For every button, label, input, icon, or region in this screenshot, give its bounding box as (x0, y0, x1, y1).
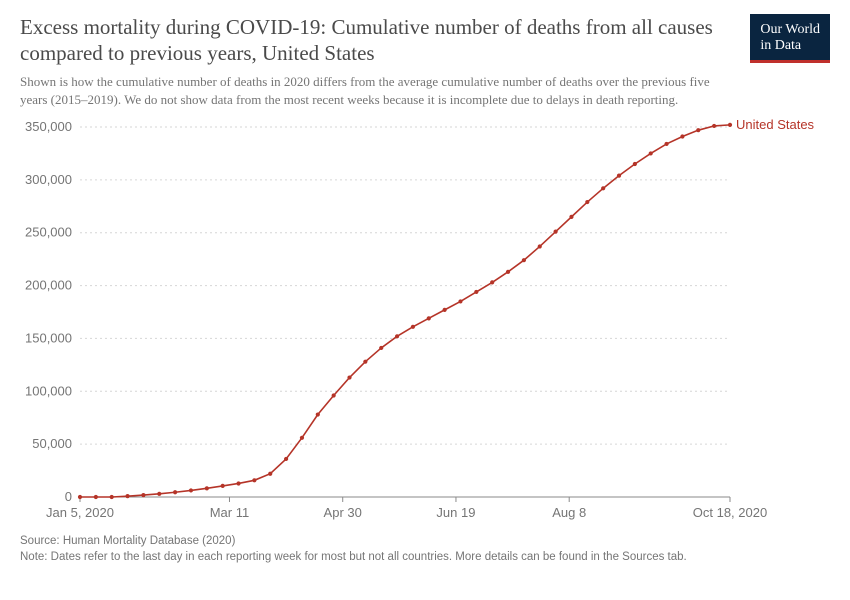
data-point (506, 270, 510, 274)
data-point (125, 494, 129, 498)
data-point (490, 280, 494, 284)
data-point (332, 393, 336, 397)
data-point (696, 128, 700, 132)
data-point (680, 134, 684, 138)
data-point (78, 495, 82, 499)
chart-svg: 0 50,000 100,000 150,000 200,000 250,000 300,0… (20, 117, 830, 527)
series-line-united-states (80, 125, 730, 497)
data-point (538, 244, 542, 248)
data-point (141, 493, 145, 497)
data-point (94, 495, 98, 499)
y-tick-label: 0 (65, 489, 72, 504)
data-point (633, 162, 637, 166)
data-point (474, 290, 478, 294)
data-point (569, 215, 573, 219)
y-tick-label: 150,000 (25, 330, 72, 345)
owid-logo: Our World in Data (750, 14, 830, 63)
data-point (363, 359, 367, 363)
y-tick-label: 250,000 (25, 225, 72, 240)
y-tick-label: 100,000 (25, 383, 72, 398)
y-tick-label: 50,000 (32, 436, 72, 451)
data-point (268, 472, 272, 476)
data-point (236, 481, 240, 485)
data-point (522, 258, 526, 262)
chart-container: Excess mortality during COVID-19: Cumula… (0, 0, 850, 600)
data-point (554, 229, 558, 233)
data-point (379, 346, 383, 350)
data-point (712, 124, 716, 128)
x-tick-label: Jun 19 (436, 505, 475, 520)
chart-area: 0 50,000 100,000 150,000 200,000 250,000 300,0… (20, 117, 830, 527)
chart-footer: Source: Human Mortality Database (2020) … (20, 533, 830, 565)
data-point (617, 173, 621, 177)
data-point (649, 151, 653, 155)
x-tick-label: Apr 30 (324, 505, 362, 520)
data-point (173, 490, 177, 494)
chart-subtitle: Shown is how the cumulative number of de… (20, 73, 734, 109)
data-point (664, 142, 668, 146)
data-point (157, 492, 161, 496)
x-tick-label: Mar 11 (210, 505, 250, 520)
data-point (728, 123, 732, 127)
data-point (300, 436, 304, 440)
data-point (316, 412, 320, 416)
data-point (284, 457, 288, 461)
x-tick-label: Aug 8 (552, 505, 586, 520)
y-tick-label: 350,000 (25, 119, 72, 134)
data-point (427, 316, 431, 320)
data-point (443, 308, 447, 312)
data-point (252, 478, 256, 482)
logo-line1: Our World (760, 22, 820, 38)
chart-title: Excess mortality during COVID-19: Cumula… (20, 14, 734, 67)
data-point (110, 495, 114, 499)
data-point (205, 486, 209, 490)
note-text: Note: Dates refer to the last day in eac… (20, 549, 830, 565)
y-tick-label: 300,000 (25, 172, 72, 187)
logo-line2: in Data (760, 38, 820, 54)
data-point (585, 200, 589, 204)
data-point (189, 488, 193, 492)
title-block: Excess mortality during COVID-19: Cumula… (20, 14, 734, 109)
source-text: Source: Human Mortality Database (2020) (20, 533, 830, 549)
data-point (221, 484, 225, 488)
y-tick-label: 200,000 (25, 277, 72, 292)
series-label: United States (736, 117, 815, 132)
data-point (458, 299, 462, 303)
x-tick-label: Oct 18, 2020 (693, 505, 767, 520)
data-point (601, 186, 605, 190)
data-point (347, 375, 351, 379)
data-point (395, 334, 399, 338)
header: Excess mortality during COVID-19: Cumula… (20, 14, 830, 109)
data-point (411, 325, 415, 329)
x-tick-label: Jan 5, 2020 (46, 505, 114, 520)
